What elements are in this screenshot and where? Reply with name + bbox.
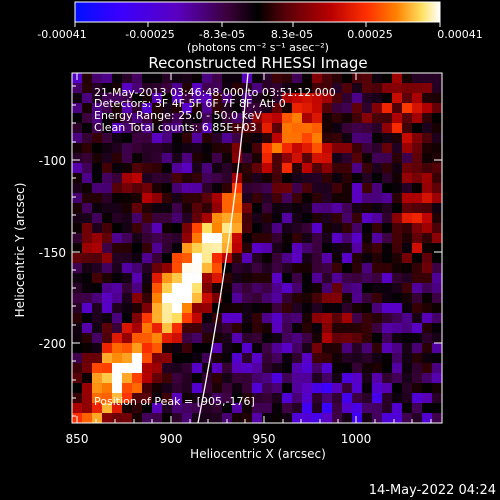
time-range-text: 21-May-2013 03:46:48.000 to 03:51:12.000 [94,86,336,99]
y-tick-label: -200 [39,337,66,351]
x-axis-ticks [76,73,432,423]
y-tick-label: -100 [39,154,66,168]
y-axis-label: Heliocentric Y (arcsec) [13,183,27,318]
solar-limb-line [197,73,249,423]
colorbar-ticks [74,22,441,27]
colorbar-tick-label: 8.3e-05 [271,28,313,41]
footer-timestamp: 14-May-2022 04:24 [369,483,496,498]
y-tick-label: -150 [39,246,66,260]
plot-title: Reconstructed RHESSI Image [148,54,367,72]
colorbar-tick-label: -0.00025 [125,28,174,41]
x-tick-label: 950 [253,432,276,446]
colorbar-tick-label: -8.3e-05 [199,28,245,41]
colorbar [75,2,440,22]
colorbar-units: (photons cm⁻² s⁻¹ asec⁻²) [187,41,329,54]
energy-range-text: Energy Range: 25.0 - 50.0 keV [94,109,262,122]
x-tick-label: 900 [160,432,183,446]
colorbar-frame [74,1,441,23]
colorbar-tick-label: 0.00025 [347,28,393,41]
x-axis-label: Heliocentric X (arcsec) [190,447,326,461]
detectors-text: Detectors: 3F 4F 5F 6F 7F 8F, Att 0 [94,97,286,110]
y-axis-ticks [72,85,442,417]
x-tick-label: 1000 [341,432,372,446]
peak-position-text: Position of Peak = [905,-176] [94,395,255,408]
rhessi-image [72,73,442,423]
colorbar-tick-label: 0.00041 [437,28,483,41]
x-tick-label: 850 [66,432,89,446]
total-counts-text: Clean Total counts: 6.85E+03 [94,121,257,134]
plot-frame [71,72,443,424]
colorbar-tick-label: -0.00041 [37,28,86,41]
